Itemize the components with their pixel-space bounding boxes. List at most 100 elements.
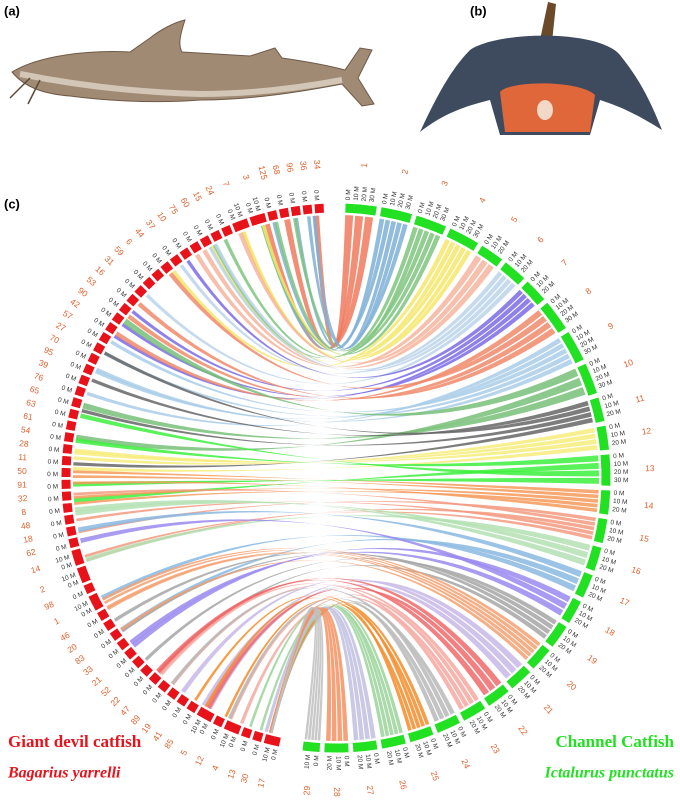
chromosome-label: 65 — [29, 384, 41, 396]
tick-label: 0 M — [482, 711, 494, 724]
chromosome-label: 19 — [139, 721, 153, 735]
chromosome-label: 26 — [397, 779, 409, 791]
chromosome-arc — [599, 490, 611, 515]
chromosome-arc — [68, 537, 80, 549]
tick-label: 0 M — [610, 519, 622, 528]
chromosome-arc — [126, 293, 140, 307]
species-latin: Ictalurus punctatus — [544, 765, 674, 782]
chromosome-label: 57 — [61, 308, 74, 322]
chromosome-label: 95 — [42, 345, 55, 358]
tick-label: 0 M — [609, 422, 621, 431]
photo-b — [420, 2, 662, 135]
chromosome-label: 19 — [586, 653, 600, 667]
tick-label: 10 M — [334, 756, 341, 771]
tick-label: 0 M — [49, 508, 61, 516]
chromosome-arc — [221, 225, 233, 237]
chromosome-arc — [116, 637, 130, 651]
tick-label: 10 M — [601, 556, 617, 567]
synteny-ribbon — [228, 594, 474, 720]
chromosome-label: 16 — [93, 264, 107, 278]
chromosome-label: 13 — [225, 768, 238, 780]
tick-label: 0 M — [566, 628, 579, 640]
synteny-ribbon — [269, 605, 394, 736]
synteny-ribbon — [194, 595, 425, 727]
chromosome-arc — [560, 332, 584, 364]
chromosome-arc — [585, 545, 602, 571]
chromosome-label: 20 — [65, 641, 79, 655]
synteny-ribbon — [75, 377, 583, 451]
tick-label: 0 M — [483, 233, 495, 246]
chromosome-arc — [477, 245, 503, 267]
synteny-ribbon — [74, 500, 587, 566]
tick-label: 30 M — [614, 477, 629, 484]
synteny-ribbon — [80, 519, 568, 609]
chromosome-arc — [176, 694, 190, 707]
chromosome-arc — [131, 655, 145, 669]
chromosome-label: 2 — [400, 168, 411, 175]
tick-label: 0 M — [92, 317, 105, 329]
chromosome-label: 4 — [477, 195, 488, 204]
tick-label: 0 M — [226, 208, 237, 221]
tick-label: 10 M — [424, 201, 435, 217]
chromosome-label: 32 — [18, 493, 28, 504]
panel-label: (a) — [4, 3, 20, 18]
chromosome-label: 83 — [73, 652, 87, 666]
chromosome-arc — [82, 363, 95, 376]
chromosome-label: 16 — [630, 564, 642, 576]
chromosome-label: 96 — [284, 162, 295, 173]
chromosome-arc — [179, 247, 193, 260]
chromosome-label: 3 — [439, 179, 450, 187]
chromosome-arc — [111, 312, 125, 325]
chromosome-arc — [124, 646, 137, 660]
synteny-ribbon — [186, 259, 523, 378]
chromosome-label: 21 — [542, 702, 556, 716]
synteny-ribbon — [103, 351, 571, 417]
tick-label: 10 M — [61, 572, 77, 584]
tick-label: 20 M — [413, 743, 424, 759]
tick-label: 10 M — [389, 191, 399, 207]
chromosome-arc — [105, 321, 118, 335]
tick-label: 0 M — [80, 607, 93, 618]
synteny-ribbon — [284, 215, 364, 348]
chromosome-label: 89 — [129, 713, 143, 727]
tick-label: 0 M — [571, 324, 584, 336]
tick-label: 0 M — [116, 658, 129, 670]
chromosome-label: 30 — [238, 772, 250, 784]
chromosome-label: 98 — [43, 599, 56, 612]
tick-label: 10 M — [614, 460, 629, 468]
tick-label: 0 M — [192, 224, 203, 237]
synteny-ribbon — [74, 491, 598, 508]
synteny-ribbon — [270, 607, 320, 741]
chromosome-arc — [302, 741, 321, 753]
chromosome-label: 34 — [312, 160, 323, 170]
chromosome-arc — [134, 285, 148, 298]
chromosome-arc — [64, 514, 75, 525]
chromosome-arc — [97, 608, 110, 621]
chromosome-label: 33 — [81, 663, 95, 677]
tick-label: 10 M — [592, 363, 608, 375]
chromosome-label: 15 — [639, 532, 650, 544]
chromosome-label: 91 — [17, 479, 27, 489]
tick-label: 0 M — [123, 278, 136, 291]
tick-label: 0 M — [48, 496, 59, 504]
chromosome-arc — [500, 262, 525, 285]
chromosome-arc — [62, 502, 73, 513]
tick-label: 0 M — [345, 189, 352, 200]
chromosome-arc — [413, 215, 447, 235]
chromosome-label: 4 — [210, 763, 221, 771]
synteny-ribbon — [73, 477, 600, 487]
tick-label: 0 M — [203, 219, 214, 232]
chromosome-arc — [212, 715, 225, 728]
chromosome-label: 8 — [583, 285, 593, 296]
species-latin: Bagarius yarrelli — [7, 765, 121, 782]
chromosome-arc — [142, 276, 156, 290]
chromosome-arc — [263, 734, 281, 747]
chromosome-label: 6 — [535, 234, 546, 244]
tick-label: 20 M — [607, 535, 623, 545]
chromosome-arc — [62, 443, 73, 454]
tick-label: 10 M — [353, 186, 361, 201]
tick-label: 0 M — [124, 667, 137, 680]
ribbons — [73, 215, 600, 741]
tick-label: 30 M — [439, 207, 451, 223]
chromosome-arc — [76, 565, 91, 584]
